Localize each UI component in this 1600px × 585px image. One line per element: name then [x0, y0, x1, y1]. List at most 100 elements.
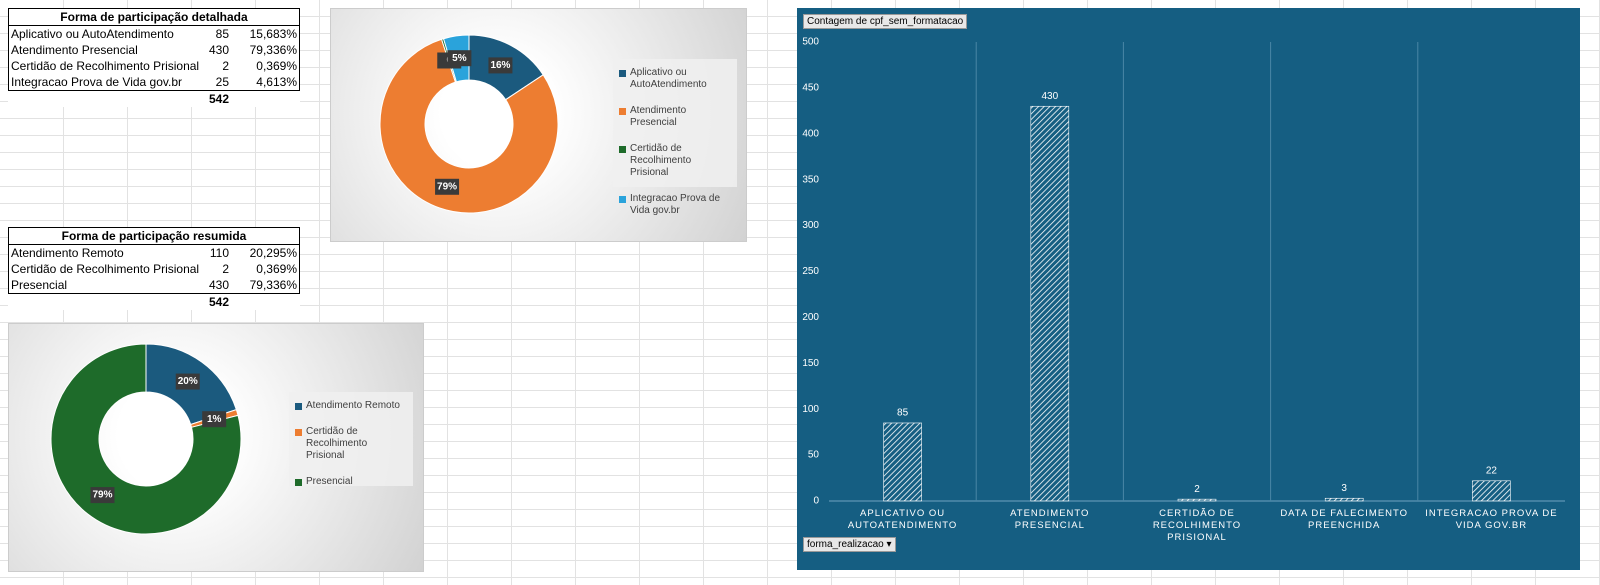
cell: 0,369% — [231, 58, 300, 74]
table-title: Forma de participação resumida — [8, 227, 300, 245]
cell: Certidão de Recolhimento Prisional — [8, 58, 206, 74]
cell: Certidão de Recolhimento Prisional — [8, 261, 206, 277]
cell: 110 — [209, 246, 229, 260]
cell: Integracao Prova de Vida gov.br — [8, 74, 206, 91]
data-label: 1% — [207, 414, 222, 425]
cell — [9, 91, 207, 108]
data-label: 20% — [178, 376, 198, 387]
cell: Aplicativo ou AutoAtendimento — [8, 25, 206, 42]
y-tick-label: 450 — [802, 83, 819, 94]
total: 542 — [208, 92, 229, 106]
cell: 79,336% — [231, 42, 300, 58]
y-tick-label: 0 — [813, 496, 819, 507]
x-tick-label: APLICATIVO OU AUTOATENDIMENTO — [847, 508, 958, 531]
legend-item: Aplicativo ou AutoAtendimento — [619, 67, 731, 91]
total: 542 — [208, 295, 229, 309]
data-label: 5% — [452, 53, 467, 64]
data-label: 2 — [1194, 484, 1200, 495]
table: Forma de participação detalhada Aplicativ… — [8, 8, 300, 107]
cell: 85 — [215, 27, 229, 41]
y-tick-label: 400 — [802, 128, 819, 139]
filter-label: forma_realizacao — [807, 539, 884, 550]
bar — [1324, 497, 1364, 502]
cell: 430 — [208, 43, 229, 57]
y-tick-label: 200 — [802, 312, 819, 323]
legend-swatch — [295, 403, 302, 410]
table: Forma de participação resumida Atendiment… — [8, 227, 300, 310]
row: Atendimento Remoto 110 20,295% — [8, 244, 300, 261]
legend-item: Atendimento Remoto — [295, 400, 407, 412]
legend: Atendimento Remoto Certidão de Recolhimen… — [289, 392, 413, 488]
cell: 20,295% — [231, 244, 300, 261]
cell: Atendimento Remoto — [8, 244, 206, 261]
data-label: 3 — [1341, 483, 1347, 494]
slice — [379, 38, 559, 214]
legend-item: Atendimento Presencial — [619, 105, 731, 129]
legend-item: Integracao Prova de Vida gov.br — [619, 193, 731, 217]
row: Aplicativo ou AutoAtendimento 85 15,683% — [8, 25, 300, 42]
legend-item: Presencial — [295, 476, 407, 488]
legend-swatch — [295, 479, 302, 486]
data-label: 85 — [897, 408, 909, 419]
legend-label: Aplicativo ou AutoAtendimento — [630, 67, 707, 90]
bar — [1177, 498, 1217, 502]
legend-swatch — [619, 108, 626, 115]
y-tick-label: 300 — [802, 220, 819, 231]
label-box — [202, 411, 227, 428]
bar — [1472, 480, 1511, 502]
row: Presencial 430 79,336% — [8, 277, 300, 294]
chart: 0 50 100 150 200 250 300 350 400 450 500 85 430 2 3 22 — [802, 37, 1565, 507]
filter-button[interactable]: forma_realizacao ▾ — [803, 537, 896, 552]
total-row: 542 — [9, 294, 300, 311]
legend-label: Integracao Prova de Vida gov.br — [630, 193, 721, 216]
cell: 79,336% — [231, 277, 300, 294]
header-row: Forma de participação detalhada — [8, 8, 300, 26]
legend-swatch — [619, 146, 626, 153]
data-label: 22 — [1486, 465, 1498, 476]
data-label: 16% — [490, 60, 510, 71]
legend-label: Presencial — [306, 476, 353, 487]
label-box — [90, 487, 115, 504]
bar — [883, 422, 922, 502]
legend-label: Certidão de Recolhimento Prisional — [630, 143, 692, 178]
x-tick-label: INTEGRACAO PROVA DE VIDA GOV.BR — [1425, 508, 1558, 531]
header-row: Forma de participação resumida — [8, 227, 300, 245]
row: Certidão de Recolhimento Prisional 2 0,369… — [8, 261, 300, 277]
legend-label: Atendimento Presencial — [630, 105, 687, 128]
y-tick-label: 350 — [802, 174, 819, 185]
y-tick-label: 100 — [802, 404, 819, 415]
label-box — [435, 178, 460, 195]
cell: 25 — [206, 74, 231, 91]
row: Certidão de Recolhimento Prisional 2 0,369… — [8, 58, 300, 74]
legend-label: Certidão de Recolhimento Prisional — [306, 426, 368, 461]
legend-item: Certidão de Recolhimento Prisional — [295, 426, 407, 462]
data-label: 79% — [437, 181, 457, 192]
cell: 4,613% — [231, 74, 300, 91]
row: Atendimento Presencial 430 79,336% — [8, 42, 300, 58]
table-title: Forma de participação detalhada — [8, 8, 300, 26]
row: Integracao Prova de Vida gov.br 25 4,613% — [8, 74, 300, 91]
y-tick-label: 500 — [802, 37, 819, 48]
label-box — [488, 57, 513, 74]
label-box — [447, 50, 472, 67]
cell — [9, 294, 207, 311]
legend-swatch — [619, 196, 626, 203]
legend-swatch — [295, 429, 302, 436]
cell: 430 — [206, 277, 231, 294]
legend-swatch — [619, 70, 626, 77]
cell: 0,369% — [231, 261, 300, 277]
cell: 15,683% — [231, 25, 300, 42]
cell: Atendimento Presencial — [8, 42, 206, 58]
chart-area: 20% 1% 79% Atendimento Remoto Certidão de R… — [8, 323, 424, 572]
y-tick-label: 250 — [802, 266, 819, 277]
donut-chart: 16%79%05% — [379, 34, 559, 214]
cell: 2 — [222, 59, 229, 73]
chart-title: Contagem de cpf_sem_formatacao — [803, 14, 968, 29]
x-tick-label: CERTIDÃO DE RECOLHIMENTO PRISIONAL — [1152, 508, 1242, 543]
cell: 2 — [222, 262, 229, 276]
chart-area: 16%79%05% Aplicativo ou AutoAtendimentoA… — [330, 8, 747, 242]
legend-label: Atendimento Remoto — [306, 400, 400, 411]
x-tick-label: ATENDIMENTO PRESENCIAL — [1010, 508, 1090, 531]
slice — [50, 343, 242, 535]
